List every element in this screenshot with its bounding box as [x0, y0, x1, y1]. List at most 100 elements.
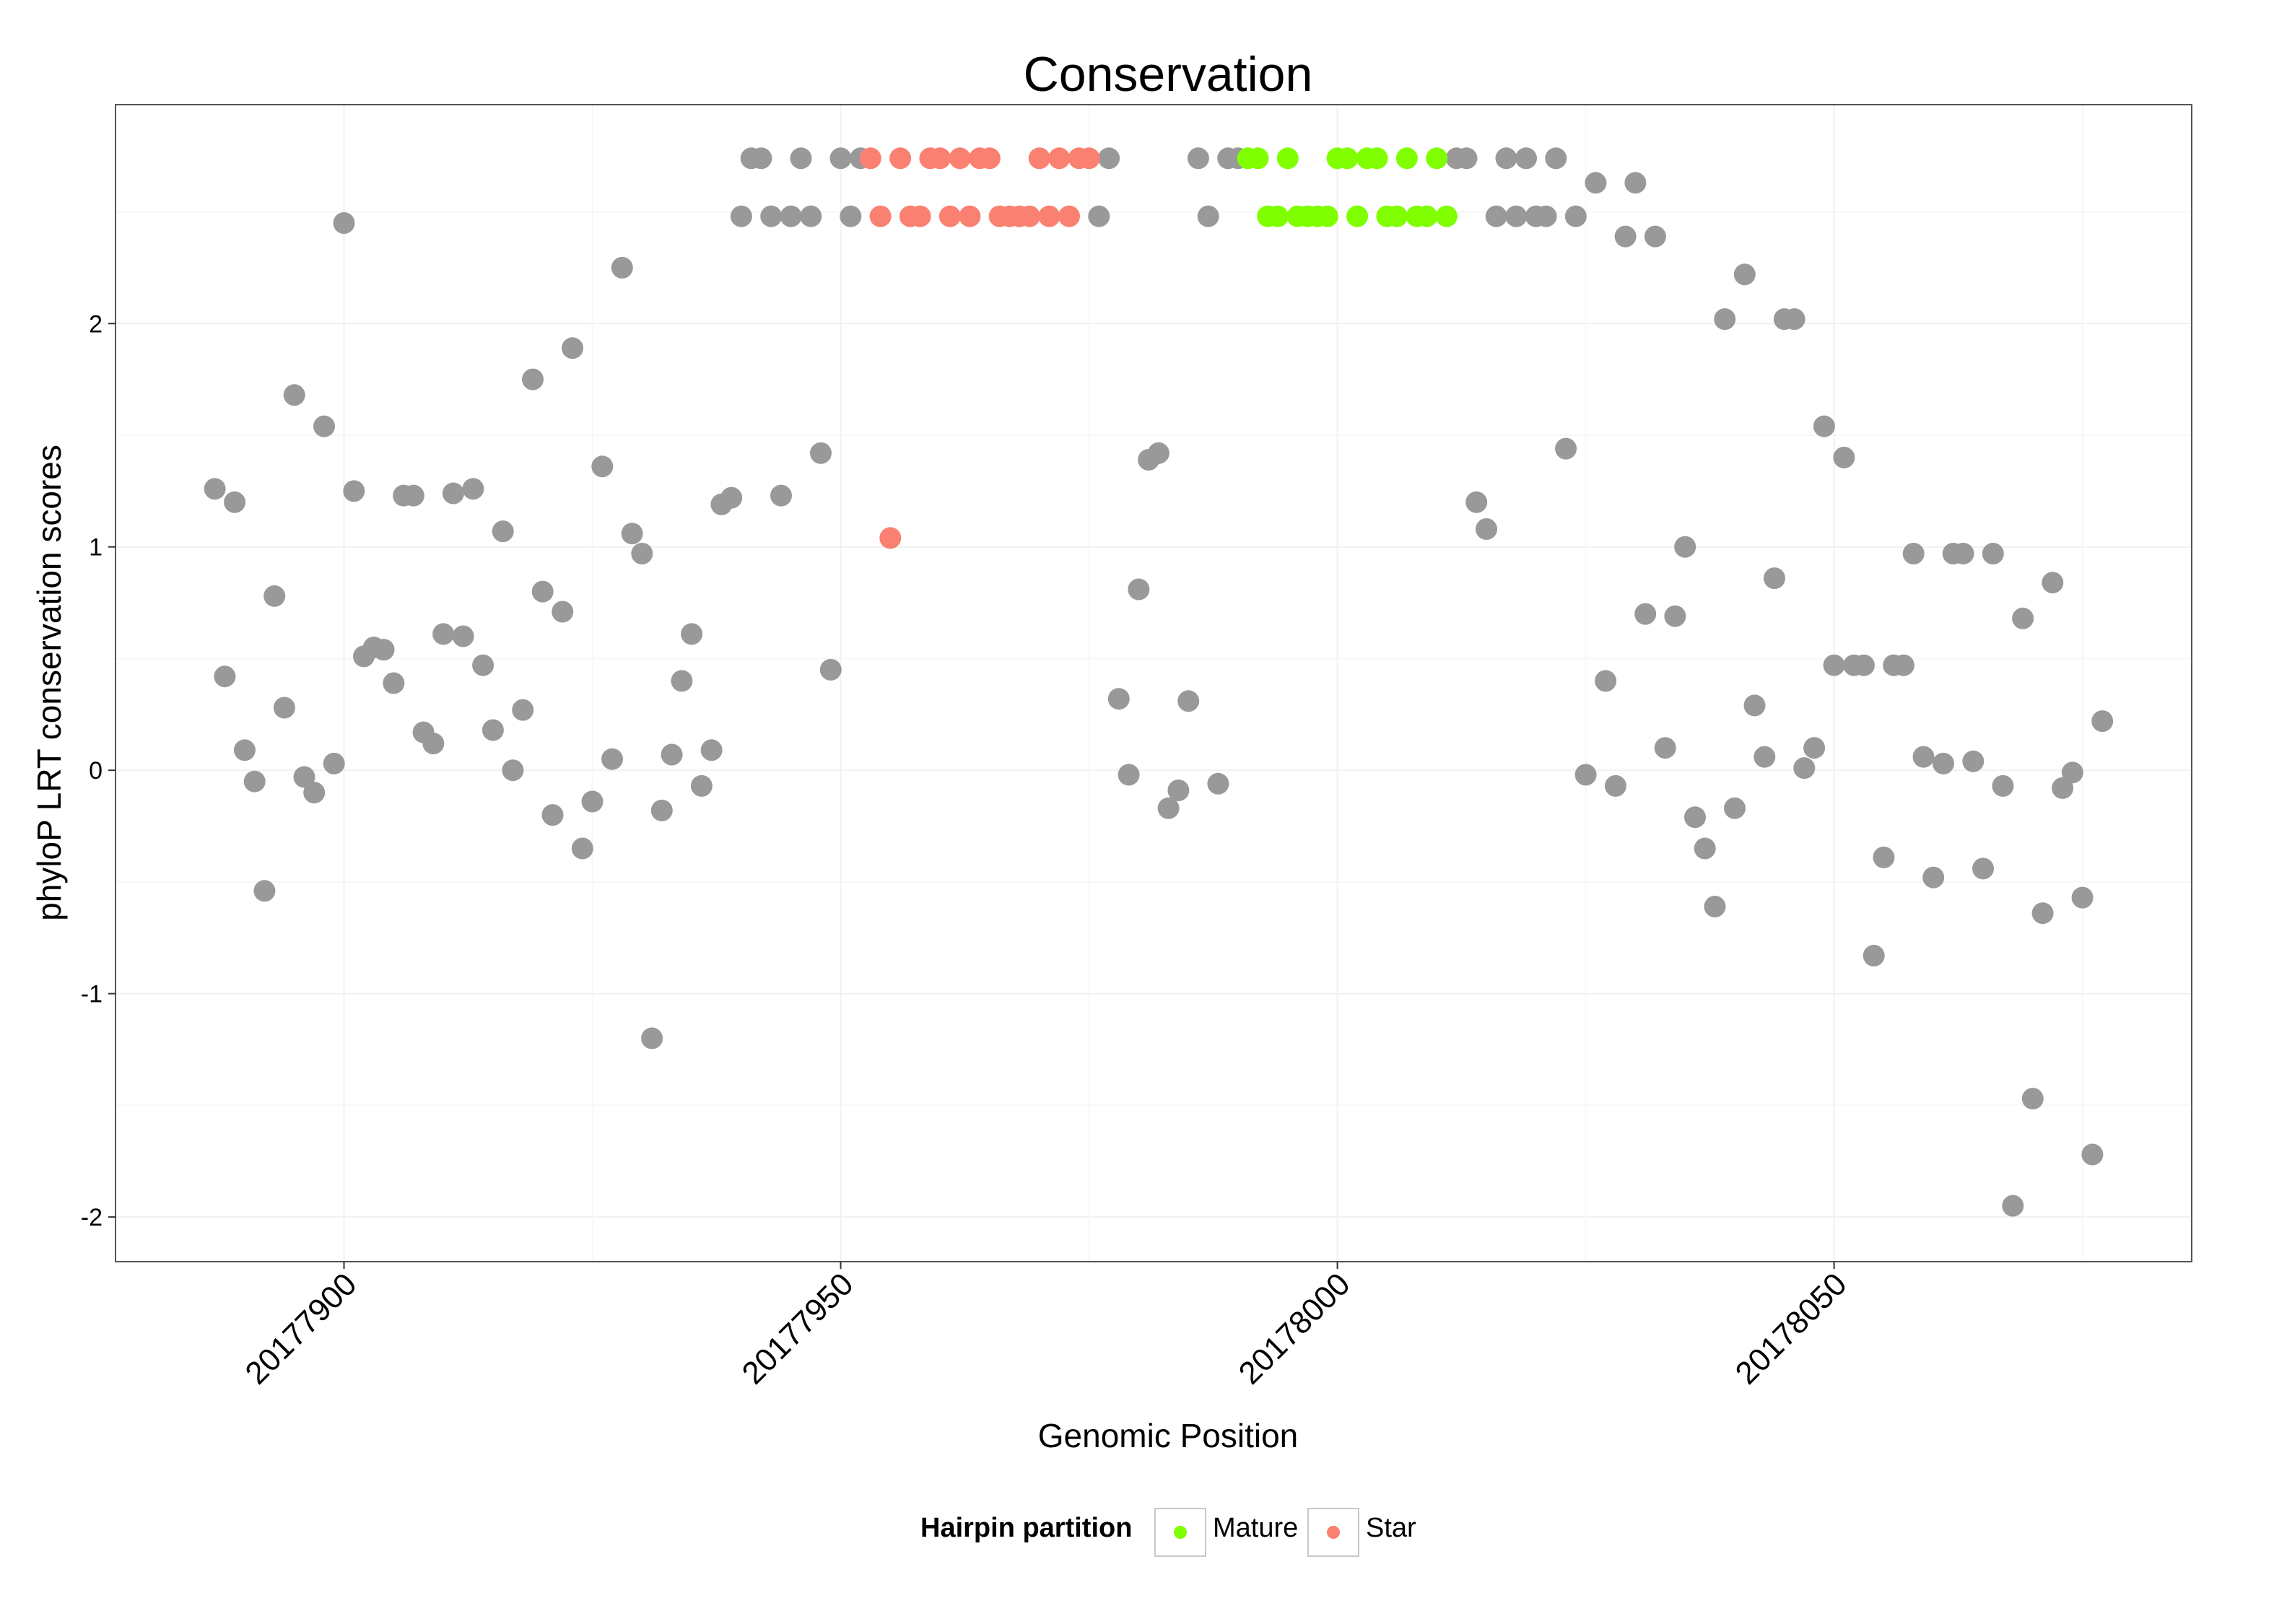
data-point-star	[889, 147, 912, 170]
data-point-other	[621, 523, 643, 545]
data-point-other	[1962, 750, 1985, 772]
data-point-other	[2081, 1143, 2104, 1166]
data-point-other	[1555, 437, 1577, 460]
data-point-other	[293, 766, 315, 788]
data-point-other	[273, 697, 295, 719]
data-point-other	[750, 147, 772, 170]
data-point-other	[224, 491, 246, 513]
data-point-other	[541, 804, 564, 826]
data-point-star	[978, 147, 1001, 170]
legend-title: Hairpin partition	[920, 1513, 1132, 1543]
data-point-other	[1564, 205, 1587, 227]
data-point-other	[1833, 446, 1855, 468]
data-point-other	[2031, 902, 2054, 925]
data-point-mature	[1267, 205, 1289, 227]
data-point-other	[1207, 772, 1229, 795]
data-point-other	[373, 639, 395, 661]
data-point-other	[2071, 886, 2094, 909]
data-point-mature	[1336, 147, 1359, 170]
data-point-other	[462, 478, 484, 500]
data-point-other	[1733, 263, 1756, 286]
data-point-other	[671, 670, 693, 692]
data-point-other	[1455, 147, 1478, 170]
data-point-star	[1078, 147, 1100, 170]
legend-marker-star	[1327, 1526, 1340, 1539]
data-point-other	[1634, 603, 1657, 625]
data-point-other	[720, 486, 743, 509]
data-point-other	[641, 1027, 663, 1049]
legend-label-mature: Mature	[1213, 1513, 1298, 1543]
data-point-other	[1118, 764, 1140, 786]
data-point-other	[422, 733, 445, 755]
data-point-other	[214, 665, 236, 688]
data-point-star	[938, 205, 961, 227]
data-point-other	[204, 478, 226, 500]
data-point-other	[1674, 536, 1696, 558]
data-point-other	[1743, 694, 1766, 717]
data-point-other	[591, 455, 614, 478]
data-point-other	[1088, 205, 1110, 227]
data-point-other	[1922, 866, 1945, 889]
data-point-star	[1038, 205, 1060, 227]
data-point-other	[2091, 710, 2114, 733]
data-point-other	[1972, 857, 1994, 880]
data-point-other	[1684, 806, 1706, 829]
legend-marker-mature	[1174, 1526, 1187, 1539]
data-point-other	[2061, 761, 2083, 784]
data-point-mature	[1346, 205, 1369, 227]
data-point-other	[1177, 690, 1200, 712]
y-axis-title: phyloP LRT conservation scores	[30, 445, 68, 921]
data-point-other	[1098, 147, 1120, 170]
plot-panel	[115, 104, 2192, 1262]
data-point-other	[1128, 578, 1150, 601]
data-point-star	[879, 527, 902, 549]
data-point-other	[1644, 225, 1666, 248]
data-point-other	[1574, 764, 1597, 786]
data-point-mature	[1395, 147, 1418, 170]
data-point-star	[1048, 147, 1071, 170]
data-point-other	[1595, 670, 1617, 692]
data-point-other	[1505, 205, 1528, 227]
data-point-star	[1019, 205, 1040, 227]
data-point-star	[869, 205, 892, 227]
data-point-other	[1902, 543, 1925, 564]
x-axis-title: Genomic Position	[1038, 1417, 1299, 1454]
data-point-other	[1873, 846, 1895, 868]
data-point-other	[1107, 688, 1130, 710]
data-point-other	[383, 672, 405, 694]
legend-label-star: Star	[1366, 1513, 1416, 1543]
data-point-other	[1803, 737, 1826, 759]
data-point-other	[442, 482, 464, 505]
data-point-other	[1724, 797, 1746, 819]
data-point-other	[840, 205, 862, 227]
data-point-other	[1852, 654, 1875, 676]
data-point-other	[472, 654, 495, 676]
data-point-other	[303, 782, 326, 804]
data-point-other	[432, 623, 455, 645]
data-point-star	[959, 205, 981, 227]
data-point-mature	[1386, 205, 1408, 227]
data-point-other	[1187, 147, 1209, 170]
data-point-other	[700, 739, 723, 761]
data-point-other	[800, 205, 822, 227]
data-point-mature	[1276, 147, 1299, 170]
data-points	[204, 147, 2114, 1217]
data-point-other	[581, 790, 604, 813]
data-point-other	[770, 484, 792, 507]
data-point-other	[760, 205, 783, 227]
data-point-other	[1535, 205, 1557, 227]
data-point-other	[650, 799, 673, 821]
data-point-other	[333, 212, 355, 234]
data-point-other	[1754, 746, 1776, 768]
data-point-other	[1793, 757, 1816, 780]
data-point-other	[1604, 774, 1626, 797]
data-point-other	[829, 147, 852, 170]
data-point-mature	[1316, 205, 1338, 227]
data-point-other	[1197, 205, 1219, 227]
data-point-other	[780, 205, 802, 227]
data-point-other	[283, 384, 305, 406]
data-point-other	[1515, 147, 1537, 170]
data-point-other	[482, 719, 504, 741]
